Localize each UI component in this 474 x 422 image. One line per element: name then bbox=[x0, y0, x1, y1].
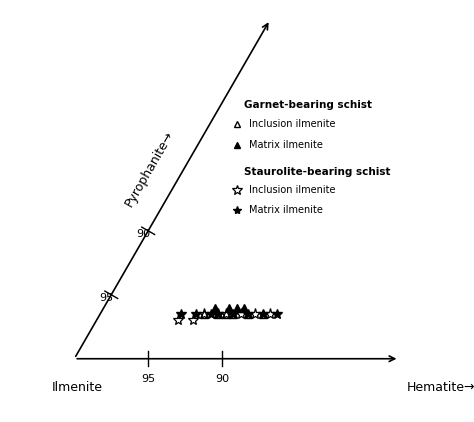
Text: Inclusion ilmenite: Inclusion ilmenite bbox=[249, 119, 335, 129]
Text: Pyrophanite→: Pyrophanite→ bbox=[123, 129, 177, 209]
Text: 90: 90 bbox=[136, 230, 150, 240]
Text: Staurolite-bearing schist: Staurolite-bearing schist bbox=[244, 167, 391, 177]
Text: Hematite→: Hematite→ bbox=[407, 381, 474, 394]
Text: 95: 95 bbox=[99, 293, 113, 303]
Text: 90: 90 bbox=[215, 373, 229, 384]
Text: Garnet-bearing schist: Garnet-bearing schist bbox=[244, 100, 372, 110]
Text: Ilmenite: Ilmenite bbox=[52, 381, 103, 394]
Text: Inclusion ilmenite: Inclusion ilmenite bbox=[249, 185, 335, 195]
Text: Matrix ilmenite: Matrix ilmenite bbox=[249, 140, 322, 149]
Text: 95: 95 bbox=[141, 373, 155, 384]
Text: Matrix ilmenite: Matrix ilmenite bbox=[249, 205, 322, 214]
